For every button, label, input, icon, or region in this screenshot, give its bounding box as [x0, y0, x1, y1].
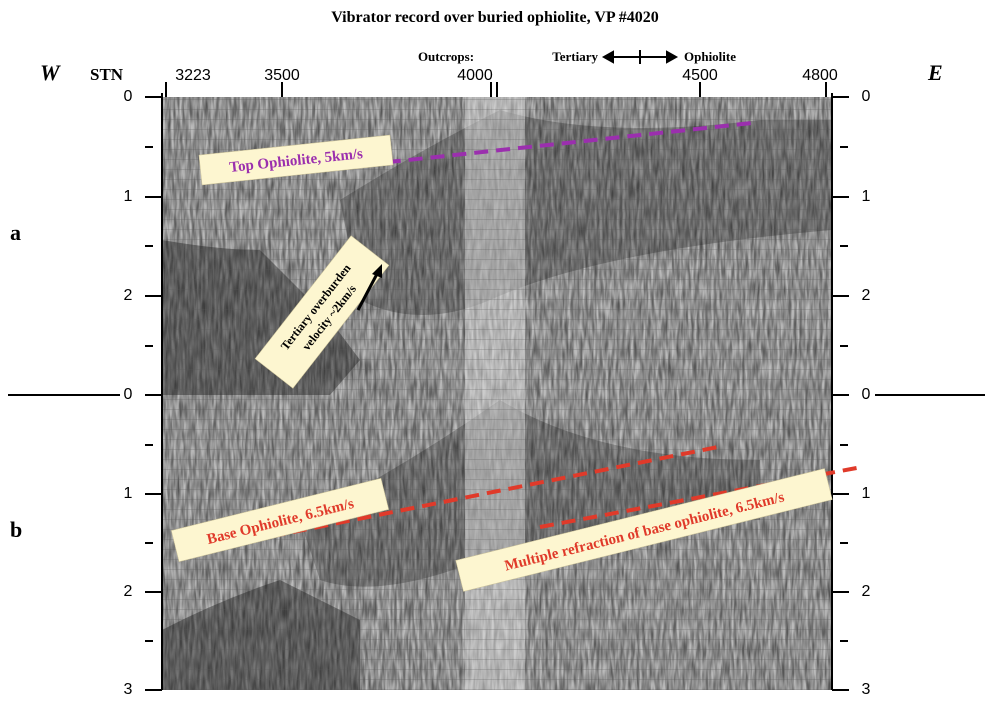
title: Vibrator record over buried ophiolite, V… [331, 9, 659, 26]
time-tick: 0 [862, 386, 871, 403]
panel-label: b [10, 517, 22, 542]
time-tick: 1 [862, 485, 871, 502]
time-tick: 1 [124, 485, 133, 502]
station-tick: 3500 [264, 67, 300, 84]
station-tick: 3223 [175, 67, 211, 84]
station-tick: 4000 [457, 67, 493, 84]
station-tick: 4800 [802, 67, 838, 84]
time-tick: 2 [124, 583, 133, 600]
time-tick: 3 [862, 681, 871, 698]
west-label: W [40, 60, 61, 85]
time-tick: 1 [124, 188, 133, 205]
time-tick: 3 [124, 681, 133, 698]
time-tick: 1 [862, 188, 871, 205]
seismic-section [162, 97, 832, 690]
east-label: E [927, 60, 943, 85]
panel-label: a [10, 220, 21, 245]
station-tick: 4500 [682, 67, 718, 84]
station-label: STN [90, 65, 124, 84]
contact-arrow [604, 50, 676, 64]
time-tick: 0 [862, 88, 871, 105]
time-tick: 2 [862, 583, 871, 600]
figure: Vibrator record over buried ophiolite, V… [0, 0, 990, 702]
time-tick: 2 [862, 287, 871, 304]
time-tick: 2 [124, 287, 133, 304]
time-tick: 0 [124, 88, 133, 105]
outcrops-label: Outcrops: [418, 49, 474, 64]
contact-right: Ophiolite [684, 49, 736, 64]
contact-left: Tertiary [552, 49, 598, 64]
time-tick: 0 [124, 386, 133, 403]
